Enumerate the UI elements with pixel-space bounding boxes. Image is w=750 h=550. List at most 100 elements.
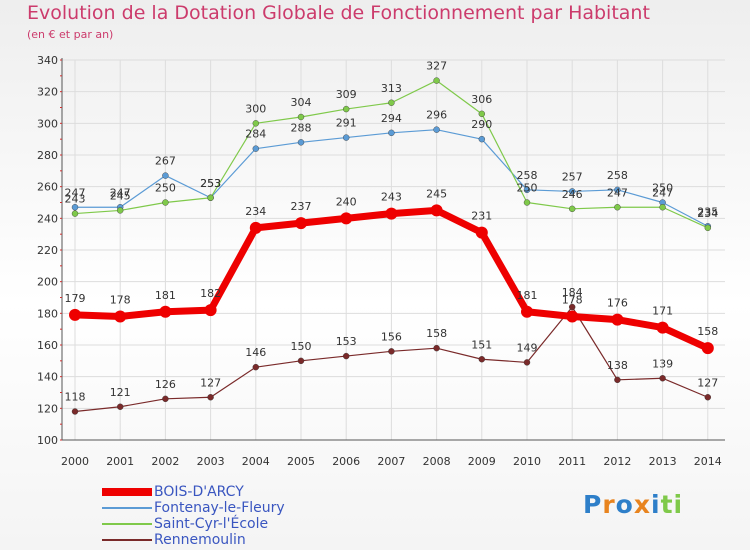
data-label: 171	[652, 305, 673, 318]
data-point	[343, 105, 350, 113]
data-label: 247	[607, 186, 628, 199]
data-label: 250	[517, 182, 538, 195]
data-point	[478, 356, 485, 363]
data-point	[207, 394, 214, 401]
legend-label: BOIS-D'ARCY	[154, 484, 244, 500]
logo-letter: t	[660, 490, 674, 519]
data-point	[569, 188, 576, 195]
data-point	[162, 395, 169, 403]
data-label: 306	[471, 93, 492, 106]
data-point	[611, 313, 624, 326]
logo-letter: r	[602, 490, 616, 519]
data-point	[388, 99, 395, 106]
x-tick-label: 2006	[332, 455, 360, 468]
data-label: 247	[652, 186, 673, 199]
data-point	[656, 321, 669, 334]
data-label: 181	[155, 289, 176, 302]
data-label: 176	[607, 297, 628, 310]
data-point	[71, 408, 79, 415]
data-point	[162, 199, 169, 206]
data-label: 250	[652, 182, 673, 195]
data-point	[295, 217, 307, 230]
y-tick-label: 120	[37, 402, 58, 415]
y-tick-label: 280	[37, 149, 58, 162]
data-point	[523, 186, 531, 194]
y-tick-label: 140	[37, 371, 58, 384]
series-layer	[69, 77, 714, 415]
data-point	[204, 304, 217, 317]
logo-letter: i	[651, 490, 661, 519]
data-point	[249, 221, 262, 234]
data-point	[478, 135, 485, 143]
data-label: 284	[245, 128, 266, 141]
data-label: 304	[291, 96, 312, 109]
data-point	[433, 344, 440, 352]
logo-letter: i	[673, 490, 684, 519]
proxiti-logo: Proxiti	[583, 490, 683, 519]
legend-label: Rennemoulin	[154, 532, 246, 548]
legend-swatch	[102, 523, 152, 525]
data-label: 235	[697, 205, 718, 218]
y-tick-label: 340	[37, 54, 58, 67]
y-tick-label: 180	[37, 307, 58, 320]
x-tick-label: 2002	[151, 455, 179, 468]
data-label: 237	[291, 200, 312, 213]
y-tick-label: 300	[37, 117, 58, 130]
x-tick-label: 2001	[106, 455, 134, 468]
legend-swatch	[102, 539, 152, 541]
data-point	[430, 204, 443, 217]
y-tick-label: 220	[37, 244, 58, 257]
x-tick-label: 2010	[513, 455, 541, 468]
data-label: 146	[245, 346, 266, 359]
data-label: 156	[381, 330, 402, 343]
data-label: 250	[155, 182, 176, 195]
data-label: 246	[562, 188, 583, 201]
y-tick-label: 200	[37, 276, 58, 289]
logo-letter: o	[615, 490, 634, 519]
data-label: 139	[652, 357, 673, 370]
x-tick-label: 2000	[61, 455, 89, 468]
data-label: 178	[110, 294, 131, 307]
x-tick-label: 2008	[423, 455, 451, 468]
data-point	[71, 204, 79, 211]
x-tick-label: 2014	[694, 455, 722, 468]
data-label: 313	[381, 82, 402, 95]
data-point	[569, 205, 576, 213]
data-label: 291	[336, 117, 357, 130]
data-label: 178	[562, 294, 583, 307]
data-point	[71, 210, 79, 217]
x-tick-label: 2003	[197, 455, 225, 468]
x-tick-label: 2013	[649, 455, 677, 468]
data-point	[116, 403, 124, 410]
data-point	[701, 342, 714, 355]
data-point	[388, 348, 395, 355]
y-tick-label: 260	[37, 181, 58, 194]
legend-swatch	[102, 507, 152, 509]
data-label: 309	[336, 88, 357, 101]
data-label: 231	[471, 210, 492, 223]
data-point	[297, 113, 305, 121]
data-point	[523, 199, 531, 206]
data-label: 234	[697, 207, 718, 220]
data-label: 153	[336, 335, 357, 348]
data-point	[433, 126, 440, 133]
data-label: 247	[65, 186, 86, 199]
x-tick-label: 2011	[558, 455, 586, 468]
data-point	[433, 77, 440, 84]
data-label: 294	[381, 112, 402, 125]
data-label: 234	[245, 205, 266, 218]
data-point	[659, 375, 666, 382]
legend-swatch	[102, 488, 152, 496]
data-point	[475, 226, 488, 239]
data-point	[521, 305, 533, 318]
data-point	[297, 357, 305, 365]
data-label: 127	[200, 376, 221, 389]
data-label: 150	[291, 340, 312, 353]
data-label: 158	[426, 327, 447, 340]
data-label: 253	[200, 177, 221, 190]
y-tick-label: 320	[37, 86, 58, 99]
x-tick-label: 2007	[377, 455, 405, 468]
